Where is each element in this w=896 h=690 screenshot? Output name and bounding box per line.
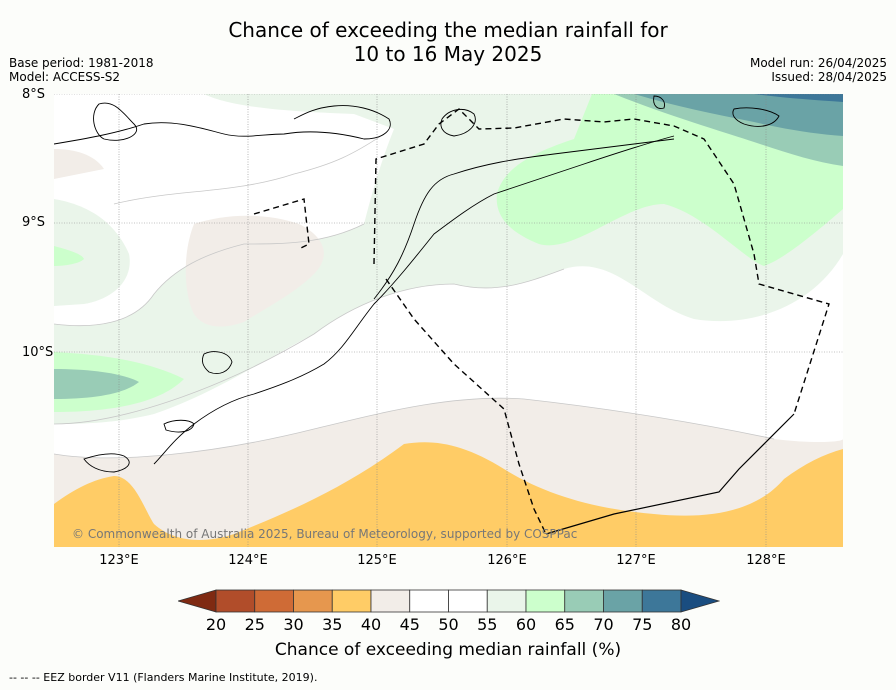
model-run: Model run: 26/04/2025 [749,56,887,70]
lat-label-9s: 9°S [22,215,46,230]
colorbar-segment [486,589,527,613]
colorbar-segment [603,589,643,613]
eez-border-line [545,413,795,535]
lon-label-127e: 127°E [616,553,656,568]
colorbar-tick-label: 60 [515,615,537,634]
run-info: Model run: 26/04/2025 Issued: 28/04/2025 [750,56,887,84]
eez-border-south [385,278,547,535]
colorbar-extend-high [680,589,720,613]
lat-label-8s: 8°S [22,87,46,102]
lon-label-124e: 124°E [228,553,268,568]
colorbar-tick-label: 50 [438,615,459,634]
lat-label-10s: 10°S [22,345,54,360]
colorbar [178,589,720,613]
colorbar-tick-label: 75 [632,615,653,634]
timor-north-coast [373,138,675,300]
region-60-65-west [54,246,84,266]
lon-label-123e: 123°E [99,553,139,568]
eez-border [253,108,830,415]
model-info: Base period: 1981-2018 Model: ACCESS-S2 [9,56,154,84]
copyright-credit: © Commonwealth of Australia 2025, Bureau… [72,527,578,541]
timor-coast [153,135,675,465]
lon-label-128e: 128°E [746,553,786,568]
colorbar-tick-label: 30 [283,615,304,634]
colorbar-segment [641,589,682,613]
region-40-45-centre [185,215,324,327]
flores-coast [54,105,391,145]
region-55-60-west [54,199,130,306]
colorbar-tick-label: 70 [593,615,614,634]
colorbar-extend-low [178,589,217,613]
region-70-75 [634,94,843,136]
colorbar-segment [370,589,411,613]
title-line-1: Chance of exceeding the median rainfall … [228,18,668,42]
leti-coast [732,107,780,127]
colorbar-label: Chance of exceeding median rainfall (%) [274,640,622,660]
colorbar-tick-label: 65 [554,615,575,634]
coastlines [54,95,780,473]
eez-footnote: -- -- -- EEZ border V11 (Flanders Marine… [9,671,318,684]
semau-coast [201,351,233,374]
colorbar-tick-label: 55 [477,615,498,634]
lon-label-125e: 125°E [357,553,397,568]
chart-title: Chance of exceeding the median rainfall … [0,18,896,66]
contour-lines [54,133,775,459]
colorbar-segment [254,589,294,613]
colorbar-tick-label: 40 [360,615,382,634]
grid-lines [54,94,843,547]
issued-date: Issued: 28/04/2025 [771,70,887,84]
rote-coast [83,453,130,473]
rainfall-map [54,94,843,547]
region-75-80 [754,94,843,102]
region-65-70-west [54,369,139,399]
colorbar-tick-label: 35 [322,615,343,634]
colorbar-tick-label: 20 [205,615,227,634]
region-35-40 [54,442,843,547]
base-period: Base period: 1981-2018 [9,56,154,70]
colorbar-tick-label: 45 [399,615,420,634]
alor-coast [93,102,137,141]
colorbar-segment [409,589,449,613]
title-line-2: 10 to 16 May 2025 [353,42,543,66]
colorbar-segment [331,589,372,613]
moa-coast [653,95,665,109]
lon-label-126e: 126°E [487,553,527,568]
sawu-coast [163,419,195,433]
colorbar-tick-label: 80 [670,615,692,634]
colorbar-segment [293,589,333,613]
colorbar-tick-label: 25 [244,615,265,634]
colorbar-segment [564,589,604,613]
colorbar-segment [215,589,256,613]
region-40-45-north [54,149,104,179]
colorbar-segment [448,589,488,613]
model-name: Model: ACCESS-S2 [9,70,121,84]
colorbar-segment [525,589,566,613]
